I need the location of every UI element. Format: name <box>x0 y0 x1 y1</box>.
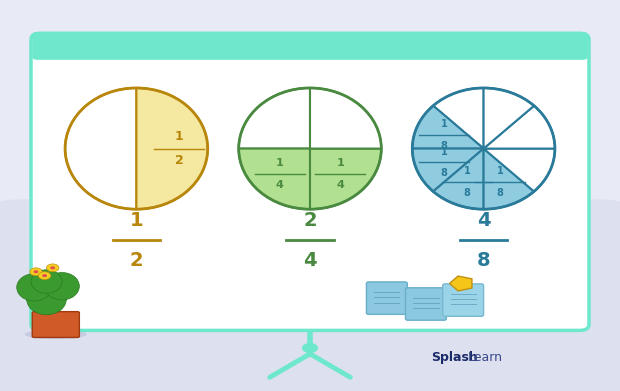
Circle shape <box>30 268 42 276</box>
Text: 8: 8 <box>464 188 471 198</box>
Text: 8: 8 <box>441 169 448 178</box>
Polygon shape <box>433 149 484 209</box>
FancyBboxPatch shape <box>0 199 620 391</box>
Polygon shape <box>239 88 310 149</box>
Text: 1: 1 <box>464 166 471 176</box>
Text: 1: 1 <box>276 158 283 169</box>
Polygon shape <box>484 149 534 209</box>
Polygon shape <box>484 149 555 192</box>
Polygon shape <box>65 88 136 209</box>
Circle shape <box>42 274 47 277</box>
Text: 4: 4 <box>276 180 284 190</box>
Circle shape <box>46 264 59 272</box>
Text: 8: 8 <box>497 188 503 198</box>
Text: 4: 4 <box>477 210 490 230</box>
FancyBboxPatch shape <box>405 288 446 320</box>
Circle shape <box>33 270 38 273</box>
FancyBboxPatch shape <box>32 312 79 337</box>
Polygon shape <box>412 149 484 192</box>
Polygon shape <box>310 149 381 209</box>
Polygon shape <box>136 88 208 209</box>
Text: 2: 2 <box>130 251 143 271</box>
Polygon shape <box>310 88 381 149</box>
Text: 8: 8 <box>477 251 490 271</box>
Text: 4: 4 <box>336 180 344 190</box>
Circle shape <box>302 343 318 353</box>
Text: 1: 1 <box>497 166 503 176</box>
Text: 1: 1 <box>441 119 448 129</box>
FancyBboxPatch shape <box>32 32 588 60</box>
Text: Learn: Learn <box>468 351 503 364</box>
FancyBboxPatch shape <box>366 282 407 314</box>
Text: 1: 1 <box>130 210 143 230</box>
Text: 8: 8 <box>441 140 448 151</box>
Polygon shape <box>433 88 484 149</box>
Text: 1: 1 <box>337 158 344 169</box>
Ellipse shape <box>45 273 79 300</box>
Ellipse shape <box>17 274 51 301</box>
Text: 2: 2 <box>175 154 184 167</box>
Polygon shape <box>484 106 555 149</box>
Text: Splash: Splash <box>431 351 477 364</box>
Ellipse shape <box>25 329 87 339</box>
Ellipse shape <box>27 283 66 315</box>
Polygon shape <box>239 149 310 209</box>
FancyBboxPatch shape <box>31 33 589 330</box>
Text: 1: 1 <box>441 147 448 157</box>
Polygon shape <box>412 106 484 149</box>
Polygon shape <box>484 88 534 149</box>
Ellipse shape <box>31 270 62 293</box>
Text: 2: 2 <box>303 210 317 230</box>
Text: 1: 1 <box>175 130 184 143</box>
FancyBboxPatch shape <box>443 284 484 316</box>
Circle shape <box>38 272 51 280</box>
Circle shape <box>50 266 55 269</box>
Text: 4: 4 <box>303 251 317 271</box>
